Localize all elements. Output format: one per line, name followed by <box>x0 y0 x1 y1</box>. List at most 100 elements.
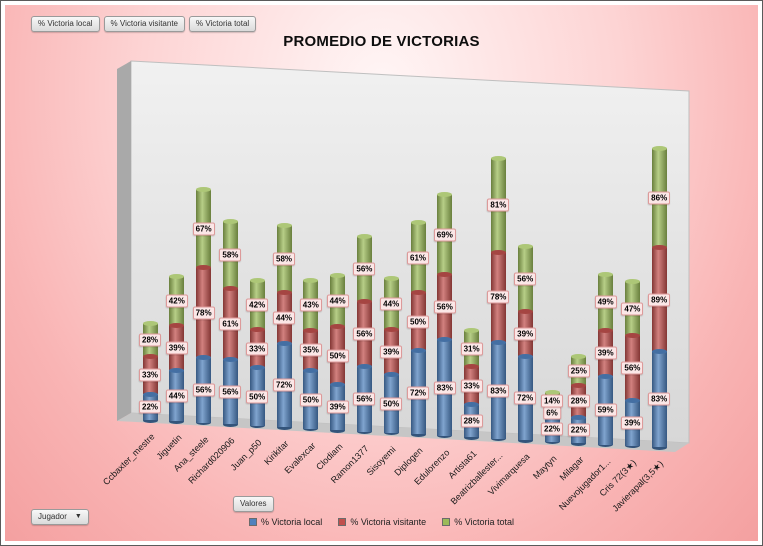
data-label: 44% <box>326 294 349 308</box>
bar-segment-cap <box>303 327 319 333</box>
data-label: 14% <box>540 394 564 408</box>
bar-segment-cap <box>571 415 587 421</box>
filter-button-1[interactable]: % Victoria local <box>31 16 100 32</box>
bar-segment-cap <box>303 277 319 283</box>
bar-base-cap <box>356 429 372 435</box>
bar-segment-cap <box>651 348 667 354</box>
data-label: 33% <box>246 342 269 356</box>
data-label: 61% <box>219 317 242 331</box>
bar-segment-cap <box>383 327 399 333</box>
bar-base-cap <box>249 423 265 429</box>
chart-canvas: % Victoria local% Victoria visitante% Vi… <box>5 5 758 541</box>
bar-base-cap <box>276 424 292 430</box>
bar-segment-cap <box>142 353 158 359</box>
bar-segment-cap <box>356 299 372 305</box>
data-label: 83% <box>648 392 671 406</box>
bar-segment-cap <box>517 354 533 360</box>
data-label: 50% <box>406 315 430 329</box>
data-label: 33% <box>138 368 162 382</box>
axis-field-button[interactable]: Jugador ▼ <box>31 509 89 525</box>
data-label: 56% <box>621 361 644 375</box>
bar-base-cap <box>169 418 185 424</box>
data-label: 39% <box>380 345 403 359</box>
bar-segment-cap <box>464 364 480 370</box>
data-label: 28% <box>567 394 590 408</box>
bar-segment-cap <box>624 333 640 339</box>
bar-base-cap <box>598 442 614 448</box>
bar-base-cap <box>142 417 158 423</box>
filter-button-3[interactable]: % Victoria total <box>188 16 257 32</box>
data-label: 89% <box>648 293 671 307</box>
legend: % Victoria local % Victoria visitante % Vi… <box>5 517 758 527</box>
data-label: 81% <box>487 198 510 212</box>
bar-segment-cap <box>222 356 238 362</box>
data-label: 28% <box>460 414 483 428</box>
data-label: 42% <box>165 294 188 308</box>
data-label: 56% <box>433 300 456 314</box>
data-label: 50% <box>326 349 349 363</box>
data-label: 39% <box>326 400 349 414</box>
side-wall <box>117 61 131 421</box>
bar-base-cap <box>571 440 587 446</box>
bar-base-cap <box>651 444 667 450</box>
bar-segment-cap <box>142 321 158 327</box>
data-label: 25% <box>567 364 590 378</box>
data-label: 39% <box>621 416 644 430</box>
data-label: 6% <box>543 406 561 420</box>
chart-title: PROMEDIO DE VICTORIAS <box>283 33 480 50</box>
bar-segment-cap <box>410 219 426 225</box>
data-label: 49% <box>594 295 617 309</box>
filter-bar: % Victoria local% Victoria visitante% Vi… <box>31 16 257 32</box>
bar-segment-cap <box>356 234 372 240</box>
bar-base-cap <box>490 436 506 442</box>
data-label: 56% <box>219 385 242 399</box>
data-label: 86% <box>648 191 671 205</box>
data-label: 39% <box>594 346 617 360</box>
data-label: 43% <box>299 298 322 312</box>
data-label: 44% <box>380 297 403 311</box>
data-label: 56% <box>192 383 215 397</box>
data-label: 67% <box>192 222 215 236</box>
bar-segment-cap <box>651 145 667 151</box>
bar-segment-cap <box>169 367 185 373</box>
bar-segment-cap <box>169 273 185 279</box>
legend-item-3: % Victoria total <box>442 517 514 527</box>
data-label: 61% <box>406 251 430 265</box>
bar-base-cap <box>383 430 399 436</box>
data-label: 56% <box>353 262 376 276</box>
bar-segment-cap <box>651 245 667 251</box>
bar-base-cap <box>222 421 238 427</box>
data-label: 33% <box>460 379 483 393</box>
bar-segment-cap <box>490 339 506 345</box>
data-label: 58% <box>219 248 242 262</box>
bar-segment-cap <box>517 308 533 314</box>
data-label: 42% <box>246 298 269 312</box>
data-label: 69% <box>433 228 456 242</box>
bar-segment-cap <box>410 348 426 354</box>
bar-segment-cap <box>571 382 587 388</box>
bar-segment-cap <box>544 390 560 396</box>
values-field-button[interactable]: Valores <box>233 496 274 512</box>
data-label: 50% <box>380 397 403 411</box>
bar-segment-cap <box>598 271 614 277</box>
data-label: 72% <box>514 391 537 405</box>
data-label: 83% <box>487 384 510 398</box>
bar-segment-cap <box>464 402 480 408</box>
bar-segment-cap <box>249 278 265 284</box>
bar-segment-cap <box>437 337 453 343</box>
data-label: 22% <box>567 423 590 437</box>
data-label: 72% <box>406 386 430 400</box>
bar-segment-cap <box>196 355 212 361</box>
bar-base-cap <box>303 426 319 432</box>
filter-button-2[interactable]: % Victoria visitante <box>103 16 185 32</box>
data-label: 59% <box>594 403 617 417</box>
axis-field-label: Jugador <box>38 512 67 521</box>
data-label: 72% <box>272 378 296 392</box>
bar-segment-cap <box>437 192 453 198</box>
legend-swatch <box>338 518 347 526</box>
bar-base-cap <box>196 420 212 426</box>
bar-segment-cap <box>276 341 292 347</box>
bar-segment-cap <box>276 290 292 296</box>
bar-base-cap <box>410 431 426 437</box>
bar-segment-cap <box>222 218 238 224</box>
